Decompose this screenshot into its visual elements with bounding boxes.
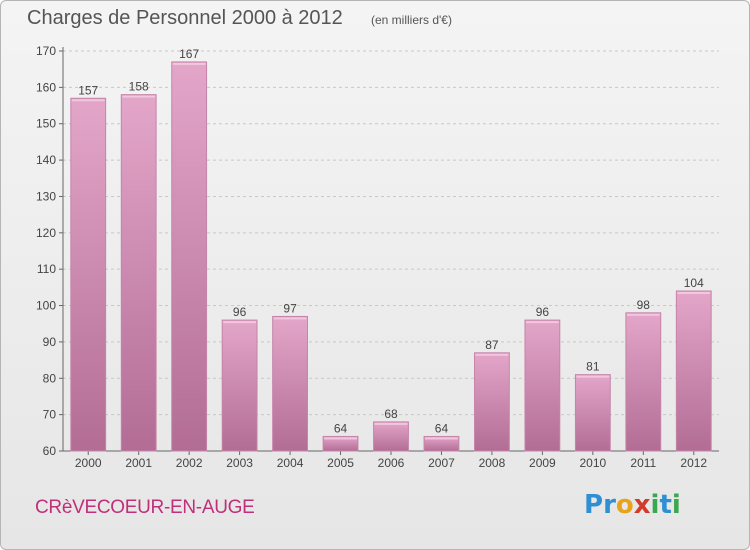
bar-2006[interactable] (373, 421, 409, 452)
data-label: 157 (78, 83, 98, 97)
y-tick-label: 110 (37, 262, 56, 276)
y-tick-label: 60 (43, 444, 57, 458)
bar-top-highlight (677, 292, 711, 294)
data-label: 64 (334, 421, 348, 435)
logo-letter: x (633, 490, 651, 520)
y-tick-label: 70 (43, 408, 57, 422)
data-label: 104 (684, 276, 704, 290)
y-tick-label: 160 (36, 80, 56, 94)
bar-2007[interactable] (423, 435, 460, 452)
chart-title: Charges de Personnel 2000 à 2012 (27, 7, 343, 29)
bar-top-highlight (71, 99, 105, 102)
y-tick-label: 90 (43, 335, 57, 349)
logo-letter: r (603, 490, 616, 520)
bar-top-highlight (475, 353, 509, 356)
logo-letter: t (659, 490, 672, 520)
bar-top-highlight (324, 437, 357, 440)
bar-top-highlight (576, 375, 610, 378)
x-tick-label: 2002 (176, 456, 203, 470)
y-tick-label: 140 (36, 153, 56, 167)
bar-2002[interactable] (171, 61, 208, 452)
x-tick-label: 2007 (428, 456, 455, 470)
x-tick-label: 2011 (630, 456, 656, 470)
x-tick-label: 2009 (529, 456, 556, 470)
logo-letter: i (671, 490, 681, 520)
y-tick-label: 120 (36, 226, 56, 240)
bar-top-highlight (425, 437, 458, 440)
bar-2003[interactable] (221, 319, 258, 452)
bar-2008[interactable] (474, 352, 510, 452)
y-tick-label: 100 (36, 299, 56, 313)
bar-top-highlight (172, 62, 206, 65)
bar-top-highlight (273, 317, 307, 320)
logo-letter: i (650, 490, 660, 520)
x-tick-label: 2004 (277, 456, 304, 470)
data-label: 96 (536, 305, 550, 319)
x-tick-label: 2012 (680, 456, 707, 470)
bar-top-highlight (626, 313, 660, 316)
x-tick-label: 2000 (75, 456, 102, 470)
x-tick-label: 2001 (125, 456, 152, 470)
bar-2011[interactable] (625, 312, 662, 452)
logo-letter: P (584, 490, 604, 520)
data-label: 81 (586, 360, 600, 374)
y-tick-label: 150 (36, 117, 56, 131)
bar-top-highlight (223, 321, 257, 324)
data-label: 68 (384, 407, 398, 421)
data-label: 98 (637, 298, 651, 312)
data-label: 96 (233, 305, 247, 319)
bar-top-highlight (122, 95, 156, 98)
bar-layer (70, 61, 712, 452)
bar-2000[interactable] (70, 97, 107, 452)
bar-2009[interactable] (524, 319, 561, 452)
bar-top-highlight (374, 422, 408, 425)
town-name: CRèVECOEUR-EN-AUGE (35, 497, 255, 518)
data-label: 167 (179, 47, 199, 61)
x-tick-label: 2006 (378, 456, 405, 470)
x-tick-label: 2003 (226, 456, 253, 470)
data-label: 97 (283, 301, 297, 315)
label-layer: 157 158 167 96 97 64 68 64 87 96 81 98 104 (78, 47, 704, 436)
bar-2010[interactable] (574, 374, 611, 452)
logo-letter: o (615, 490, 634, 520)
data-label: 158 (129, 80, 149, 94)
bar-2004[interactable] (272, 315, 308, 452)
bar-2012[interactable] (675, 290, 712, 452)
x-tick-label: 2010 (579, 456, 606, 470)
x-tick-label: 2008 (479, 456, 506, 470)
chart-subtitle: (en milliers d'€) (371, 13, 452, 27)
grid-layer (63, 50, 719, 452)
x-tick-label: 2005 (327, 456, 354, 470)
data-label: 87 (485, 338, 499, 352)
y-tick-label: 170 (36, 44, 56, 58)
proxiti-logo[interactable]: Proxiti (584, 490, 681, 520)
y-tick-label: 80 (43, 371, 57, 385)
bar-2001[interactable] (120, 94, 157, 452)
bar-2005[interactable] (322, 435, 359, 452)
bar-top-highlight (525, 321, 559, 324)
data-label: 64 (435, 421, 449, 435)
y-tick-label: 130 (36, 189, 56, 203)
